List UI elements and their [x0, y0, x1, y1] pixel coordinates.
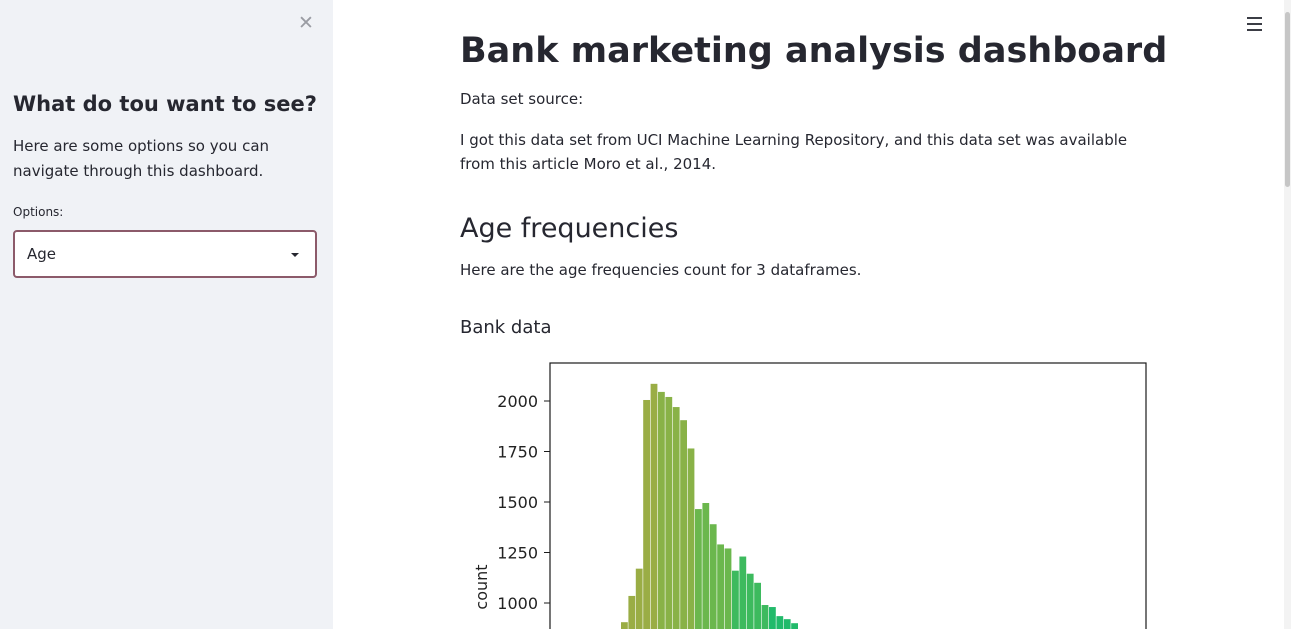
age-bar: [687, 448, 695, 629]
age-bar: [746, 573, 754, 629]
bank-data-heading: Bank data: [460, 317, 552, 338]
source-text: I got this data set from UCI Machine Lea…: [460, 131, 1128, 173]
age-bar: [776, 616, 784, 629]
age-bar: [628, 595, 636, 629]
age-bar: [643, 399, 650, 629]
age-bar: [658, 391, 665, 629]
scrollbar-thumb[interactable]: [1285, 12, 1290, 187]
age-bar: [761, 605, 769, 629]
age-bar: [791, 623, 798, 629]
age-heading: Age frequencies: [460, 213, 679, 244]
sidebar: ✕ What do tou want to see? Here are some…: [0, 0, 333, 629]
age-bar: [709, 524, 717, 629]
y-tick-label: 2000: [497, 392, 538, 411]
options-label: Options:: [13, 205, 64, 219]
age-bar: [621, 622, 628, 629]
hamburger-menu-icon[interactable]: [1246, 15, 1263, 33]
age-bar: [783, 619, 791, 629]
age-bar: [680, 420, 687, 629]
age-bar: [635, 568, 643, 629]
age-bar: [650, 383, 658, 629]
y-tick-label: 1750: [497, 443, 538, 462]
age-frequency-chart: 1000 1250 1500 1750 2000 count: [472, 362, 1147, 629]
y-tick-label: 1000: [497, 594, 538, 613]
age-bar: [672, 407, 680, 629]
caret-down-icon: [291, 253, 299, 257]
options-select[interactable]: Age: [13, 230, 317, 278]
age-bar: [702, 503, 710, 629]
age-bar: [754, 582, 761, 629]
age-bar: [739, 556, 747, 629]
y-tick-label: 1500: [497, 493, 538, 512]
source-label: Data set source:: [460, 90, 584, 108]
sidebar-description: Here are some options so you can navigat…: [13, 137, 270, 180]
age-description: Here are the age frequencies count for 3…: [460, 261, 862, 279]
age-bar: [695, 509, 702, 629]
age-bar: [732, 570, 739, 629]
age-bar: [769, 607, 776, 629]
close-sidebar-icon[interactable]: ✕: [298, 12, 314, 34]
y-tick-label: 1250: [497, 544, 538, 563]
y-axis-label: count: [472, 564, 491, 609]
options-select-value: Age: [27, 245, 57, 263]
scrollbar[interactable]: [1284, 0, 1291, 629]
sidebar-title: What do tou want to see?: [13, 92, 317, 116]
age-bar: [665, 396, 673, 629]
page-title: Bank marketing analysis dashboard: [460, 31, 1168, 71]
age-bar: [717, 544, 724, 629]
age-bar: [724, 548, 732, 629]
